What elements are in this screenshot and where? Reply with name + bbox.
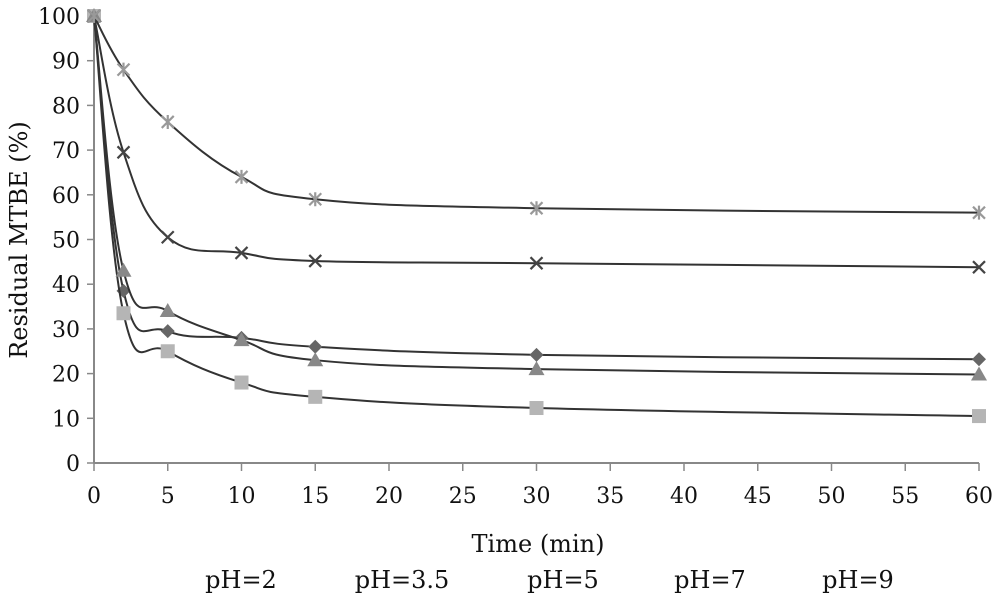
x-tick-label: 35 (596, 484, 624, 509)
x-tick-label: 10 (228, 484, 256, 509)
x-tick-label: 0 (87, 484, 101, 509)
series-line (93, 15, 980, 376)
series-ph-9 (87, 9, 986, 220)
x-tick-label: 55 (891, 484, 919, 509)
y-tick-label: 70 (52, 139, 80, 164)
x-tick-label: 20 (375, 484, 403, 509)
y-tick-label: 20 (52, 363, 80, 388)
data-point-x (234, 246, 249, 260)
data-point-x (972, 260, 986, 274)
series-line (93, 15, 980, 214)
series-line (93, 15, 980, 269)
data-point-x (116, 145, 131, 160)
data-point-diamond (308, 339, 323, 354)
x-tick-label: 60 (965, 484, 993, 509)
data-point-square (160, 344, 175, 359)
y-axis-title: Residual MTBE (%) (5, 121, 33, 359)
legend-item-label: pH=5 (527, 566, 599, 594)
data-point-x (529, 256, 544, 270)
data-point-diamond (529, 347, 544, 362)
data-point-star (87, 9, 101, 23)
y-tick-label: 50 (52, 229, 80, 254)
legend-item-label: pH=9 (822, 566, 894, 594)
data-point-square (972, 409, 986, 424)
data-point-square (308, 389, 323, 404)
y-tick-label: 40 (52, 273, 80, 298)
data-point-star (308, 192, 323, 207)
data-point-diamond (972, 352, 986, 367)
x-tick-label: 5 (161, 484, 175, 509)
x-tick-label: 40 (670, 484, 698, 509)
data-point-diamond (160, 324, 175, 339)
series-ph-2 (87, 9, 986, 367)
y-tick-label: 10 (52, 407, 80, 432)
legend-item-label: pH=2 (205, 566, 277, 594)
x-tick-label: 15 (301, 484, 329, 509)
series-line (93, 15, 980, 361)
data-point-triangle (159, 303, 176, 318)
x-tick-label: 30 (523, 484, 551, 509)
data-point-x (160, 230, 175, 245)
y-tick-label: 90 (52, 50, 80, 75)
data-point-square (529, 401, 544, 416)
series-line (93, 15, 980, 418)
y-tick-label: 60 (52, 184, 80, 209)
y-tick-label: 30 (52, 318, 80, 343)
x-tick-label: 45 (744, 484, 772, 509)
series-ph-5 (86, 8, 987, 381)
axes: 0 5 10 15 20 25 30 35 40 45 50 55 60 0 10 20 30 40 50 60 70 8… (38, 5, 993, 509)
data-point-triangle (233, 332, 250, 347)
data-point-star (529, 201, 544, 216)
y-tick-label: 80 (52, 94, 80, 119)
data-point-triangle (115, 262, 132, 277)
y-tick-label: 100 (38, 5, 80, 30)
series-ph-7 (87, 9, 986, 274)
data-point-x (308, 254, 323, 268)
data-point-triangle (971, 366, 987, 381)
x-tick-label: 25 (449, 484, 477, 509)
legend-item-label: pH=3.5 (355, 566, 450, 594)
data-point-square (234, 375, 249, 390)
data-point-star (234, 169, 249, 184)
data-point-star (116, 62, 131, 77)
data-point-triangle (307, 352, 324, 367)
data-point-square (116, 306, 131, 321)
data-point-triangle (528, 361, 545, 376)
x-axis-title: Time (min) (472, 530, 605, 558)
series-layer (86, 8, 987, 424)
x-tick-label: 50 (818, 484, 846, 509)
data-point-star (160, 114, 175, 129)
data-point-star (972, 205, 986, 220)
legend: pH=2 pH=3.5 pH=5 pH=7 pH=9 (205, 566, 894, 594)
y-tick-label: 0 (66, 452, 80, 477)
legend-item-label: pH=7 (674, 566, 746, 594)
